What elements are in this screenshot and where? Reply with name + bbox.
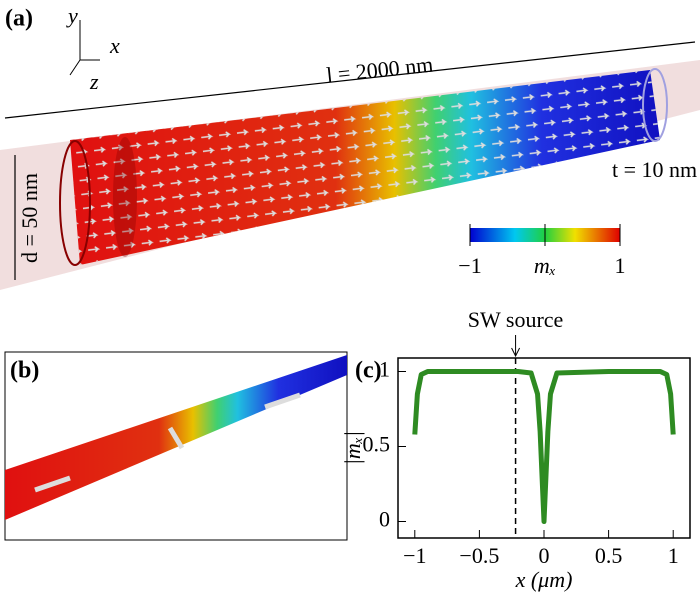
panel-label: (a) — [5, 6, 33, 32]
colorbar-label: mₓ — [534, 253, 556, 278]
colorbar-tick-label: 1 — [615, 253, 626, 278]
source-arrow — [511, 335, 521, 358]
colorbar-tick-label: −1 — [458, 253, 481, 278]
panel-label: (c) — [355, 358, 382, 384]
x-tick-label: 0.5 — [595, 543, 623, 568]
tube-end — [59, 140, 91, 266]
axis-label: y — [66, 3, 78, 28]
tube-end — [642, 68, 668, 142]
length-label: l = 2000 nm — [325, 52, 434, 88]
panel-b: (b) — [4, 351, 348, 541]
axis-label: z — [89, 69, 99, 94]
panel-label: (b) — [10, 358, 39, 384]
x-tick-label: −0.5 — [459, 543, 499, 568]
tube-arrows — [70, 70, 660, 265]
data-line — [412, 369, 676, 524]
y-tick-label: 1 — [379, 357, 390, 382]
axis-label: x — [109, 33, 120, 58]
strip-arrow — [34, 392, 301, 493]
length-arrow — [4, 41, 696, 119]
x-tick-label: 0 — [539, 543, 550, 568]
x-tick-label: −1 — [403, 543, 426, 568]
panel-c: −1 −0.5 0 0.5 1 0 0.5 1 x (μm) |mₓ| (c) SW source — [340, 307, 691, 592]
x-tick-label: 1 — [668, 543, 679, 568]
axes-icon — [69, 20, 100, 76]
y-tick-label: 0 — [379, 507, 390, 532]
y-axis-label: |mₓ| — [340, 431, 365, 465]
diameter-label: d = 50 nm — [17, 173, 42, 263]
panel-a: (a) y x z l = 2000 nm d = 50 nm t = 10 n… — [0, 3, 700, 290]
thickness-label: t = 10 nm — [612, 157, 697, 182]
tube-ring — [113, 137, 137, 257]
annotation: SW source — [468, 307, 564, 332]
x-axis-label: x (μm) — [515, 567, 573, 592]
y-tick-label: 0.5 — [363, 432, 391, 457]
